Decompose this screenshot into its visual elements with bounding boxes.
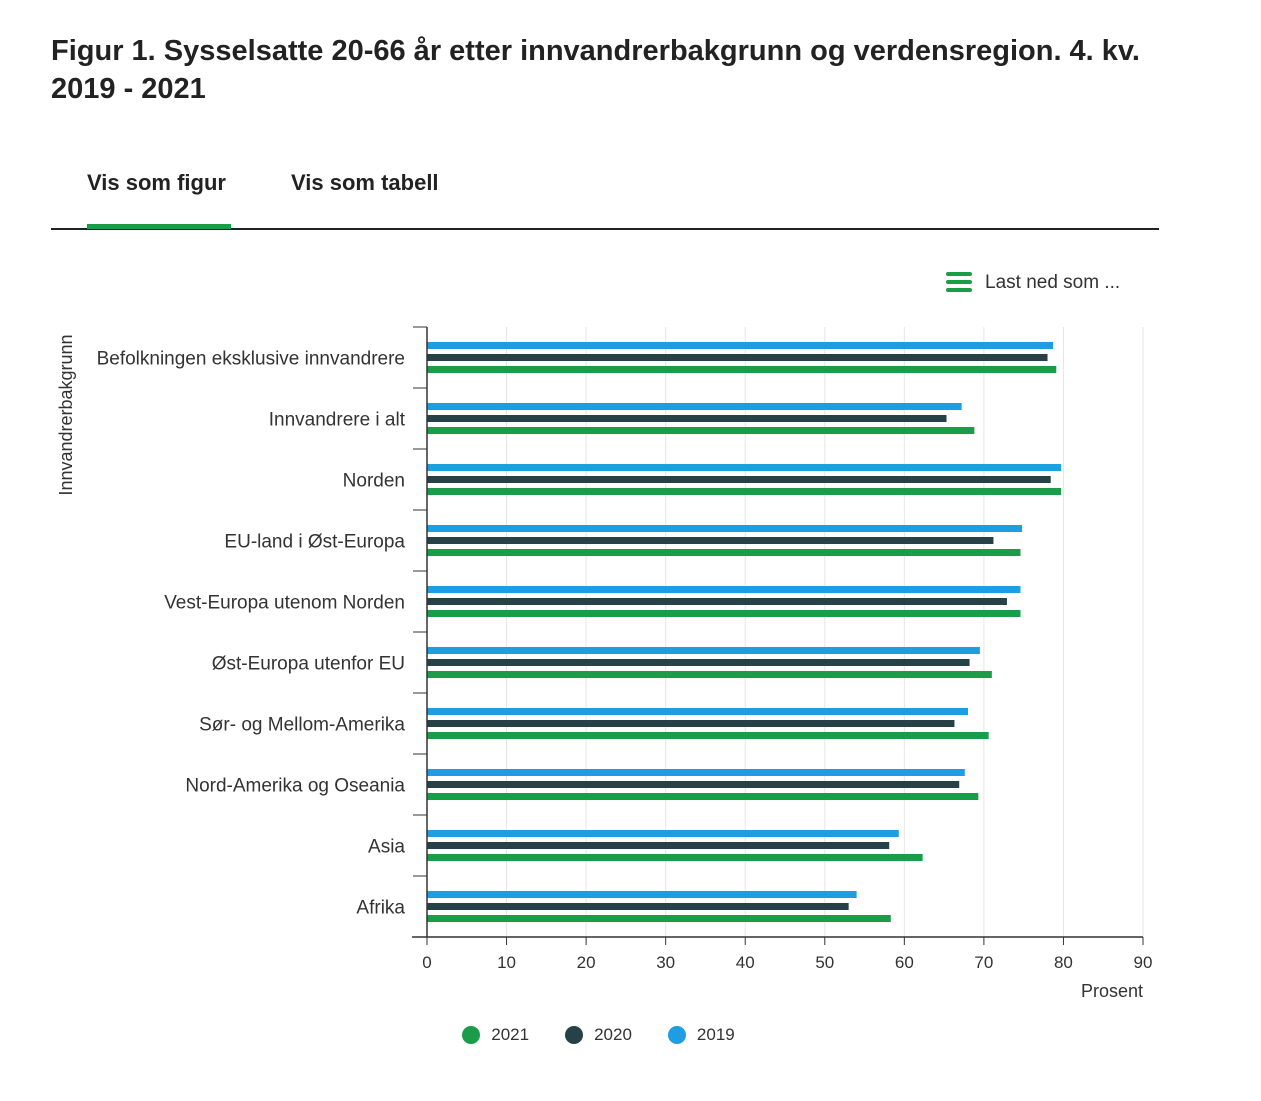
bar-2020: [427, 598, 1007, 605]
y-category-label: Øst-Europa utenfor EU: [212, 654, 405, 675]
active-tab-indicator: [87, 224, 231, 229]
x-tick-label: 30: [656, 953, 675, 972]
page-title: Figur 1. Sysselsatte 20-66 år etter innv…: [51, 35, 1140, 105]
bar-2021: [427, 793, 979, 800]
download-label: Last ned som ...: [985, 272, 1121, 293]
y-axis-title: Innvandrerbakgrunn: [56, 334, 76, 495]
y-category-label: Asia: [368, 837, 405, 858]
bar-2020: [427, 659, 970, 666]
bar-2019: [427, 830, 899, 837]
bar-2021: [427, 366, 1057, 373]
view-tabs: Vis som figur Vis som tabell: [51, 150, 1159, 230]
x-tick-label: 60: [895, 953, 914, 972]
x-tick-label: 80: [1054, 953, 1073, 972]
x-tick-label: 90: [1134, 953, 1153, 972]
bar-2020: [427, 842, 890, 849]
bar-2020: [427, 903, 849, 910]
bar-2019: [427, 708, 968, 715]
x-tick-label: 20: [577, 953, 596, 972]
menu-icon: [946, 272, 972, 294]
bar-2021: [427, 671, 992, 678]
bar-2021: [427, 488, 1062, 495]
bar-2021: [427, 549, 1021, 556]
bar-2019: [427, 891, 857, 898]
legend-item-2020[interactable]: 2020: [565, 1025, 632, 1045]
x-tick-label: 40: [736, 953, 755, 972]
legend-swatch: [462, 1026, 481, 1044]
bar-2019: [427, 342, 1054, 349]
legend-label: 2020: [594, 1025, 632, 1044]
y-category-label: Innvandrere i alt: [269, 410, 406, 431]
legend-item-2021[interactable]: 2021: [462, 1025, 529, 1045]
y-category-label: Befolkningen eksklusive innvandrere: [97, 349, 405, 370]
legend-item-2019[interactable]: 2019: [667, 1025, 735, 1045]
tab-vis-som-figur[interactable]: Vis som figur: [87, 170, 226, 195]
y-category-label: Afrika: [356, 898, 405, 919]
bar-2020: [427, 537, 994, 544]
x-tick-label: 10: [497, 953, 516, 972]
x-tick-label: 50: [815, 953, 834, 972]
bar-2019: [427, 403, 962, 410]
bar-2020: [427, 354, 1048, 361]
bar-2021: [427, 732, 989, 739]
bar-2021: [427, 854, 923, 861]
chart-legend: 2021 2020 2019: [0, 1025, 1197, 1045]
bar-2019: [427, 769, 965, 776]
bar-2021: [427, 610, 1021, 617]
x-tick-label: 0: [422, 953, 431, 972]
bar-2020: [427, 476, 1051, 483]
bar-2020: [427, 781, 960, 788]
bar-2019: [427, 647, 980, 654]
x-axis-title: Prosent: [1081, 981, 1143, 1001]
legend-swatch: [667, 1026, 686, 1044]
bar-2019: [427, 464, 1062, 471]
bar-2020: [427, 415, 947, 422]
bar-2020: [427, 720, 955, 727]
y-category-label: Nord-Amerika og Oseania: [185, 776, 405, 797]
legend-swatch: [565, 1026, 584, 1044]
bar-2019: [427, 525, 1023, 532]
tabs-divider: [51, 228, 1159, 230]
y-category-label: Norden: [343, 471, 405, 492]
bar-2021: [427, 427, 975, 434]
legend-label: 2021: [491, 1025, 530, 1044]
bar-2019: [427, 586, 1021, 593]
download-menu-button[interactable]: Last ned som ...: [946, 268, 1120, 298]
y-category-label: Vest-Europa utenom Norden: [164, 593, 405, 614]
bar-2021: [427, 915, 891, 922]
y-category-label: Sør- og Mellom-Amerika: [199, 715, 405, 736]
legend-label: 2019: [696, 1025, 735, 1044]
tab-vis-som-tabell[interactable]: Vis som tabell: [291, 170, 439, 195]
y-category-label: EU-land i Øst-Europa: [224, 532, 405, 553]
x-tick-label: 70: [974, 953, 993, 972]
